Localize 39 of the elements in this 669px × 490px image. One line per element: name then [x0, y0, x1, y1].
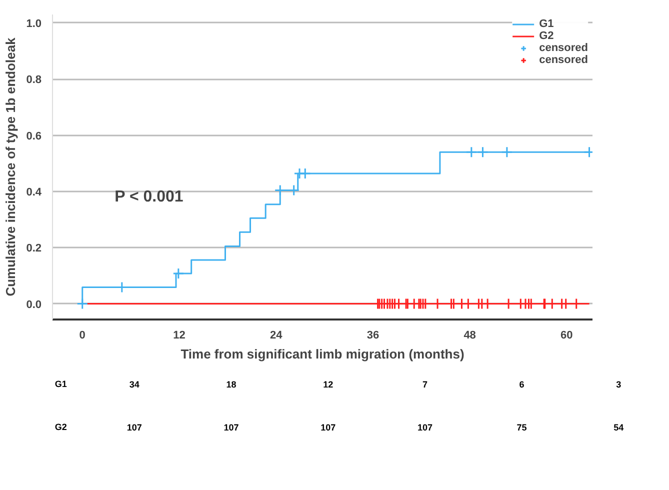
x-tick-label: 0	[79, 330, 86, 342]
point	[466, 146, 478, 158]
y-tick-label: 0.2	[26, 242, 42, 255]
x-tick-label: 36	[366, 330, 380, 342]
y-tick-label: 0.8	[26, 74, 42, 86]
x-axis-title: Time from significant limb migration (months)	[180, 346, 464, 362]
y-tick-label: 1.0	[26, 18, 42, 30]
y-tick-label: 0.6	[26, 130, 42, 142]
annotation: P < 0.001	[114, 188, 184, 206]
text: 18	[226, 380, 236, 390]
text: 107	[417, 422, 432, 432]
point	[299, 168, 311, 180]
y-tick-label: 0.4	[26, 186, 42, 198]
text: 75	[516, 422, 527, 432]
text: 54	[614, 422, 624, 432]
text: 107	[126, 422, 142, 432]
y-axis-title: Cumulative incidence of type 1b endoleak	[3, 36, 18, 296]
text: G2	[54, 422, 67, 432]
point	[76, 298, 88, 310]
x-tick-label: 12	[173, 330, 186, 342]
legend-label: censored	[539, 42, 588, 54]
text: 3	[616, 380, 622, 390]
text: 7	[422, 380, 428, 390]
y-tick-label: 0.0	[26, 298, 42, 311]
x-tick-label: 24	[270, 330, 284, 342]
text: 12	[323, 380, 334, 390]
text: 107	[320, 422, 336, 432]
point	[501, 146, 513, 158]
point	[172, 268, 184, 280]
text: 6	[519, 380, 524, 390]
x-tick-label: 60	[560, 330, 573, 342]
text: G1	[54, 379, 67, 389]
legend-label: censored	[539, 54, 588, 66]
legend-label: G1	[539, 18, 555, 30]
point	[476, 146, 488, 158]
legend-label: G2	[539, 30, 555, 42]
x-tick-label: 48	[464, 330, 476, 342]
text: 34	[129, 380, 140, 390]
text: 107	[224, 422, 239, 432]
